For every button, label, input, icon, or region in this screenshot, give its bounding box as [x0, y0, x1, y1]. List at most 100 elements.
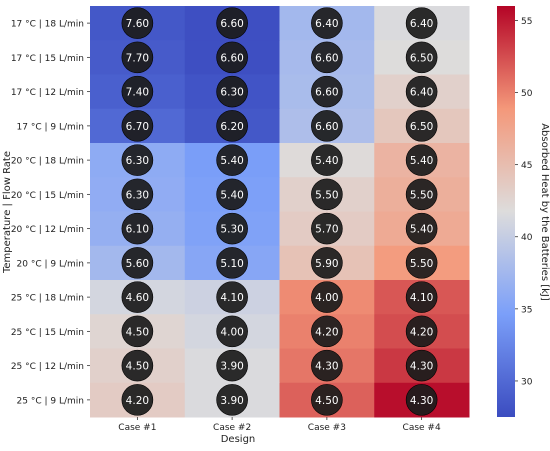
value-marker — [311, 281, 343, 313]
colorbar-tick-label: 45 — [521, 161, 532, 171]
value-marker — [311, 144, 343, 176]
y-tick-labels: 17 °C | 18 L/min 17 °C | 15 L/min 17 °C | … — [11, 20, 90, 406]
value-label: 5.40 — [410, 224, 433, 236]
value-label: 7.60 — [126, 18, 149, 30]
colorbar-tick-label: 40 — [521, 233, 533, 243]
value-marker — [121, 178, 154, 211]
value-label: 4.60 — [126, 292, 149, 304]
value-label: 5.50 — [315, 189, 338, 201]
value-marker — [121, 281, 154, 313]
value-marker — [121, 349, 154, 382]
value-label: 4.50 — [126, 326, 149, 338]
value-label: 5.40 — [220, 189, 243, 201]
value-label: 4.50 — [315, 395, 338, 407]
colorbar-tick-label: 55 — [521, 17, 532, 27]
value-markers: 7.60 6.60 6.40 6.40 7.70 6.60 6.60 6.50 7.40 6.30… — [121, 7, 438, 416]
value-marker — [216, 144, 248, 176]
value-marker — [311, 349, 343, 382]
value-marker — [216, 178, 248, 211]
value-marker — [311, 110, 343, 142]
colorbar-ticks: 30 35 40 45 50 55 — [515, 17, 533, 387]
value-marker — [311, 247, 343, 279]
value-marker — [405, 178, 438, 211]
value-label: 5.50 — [410, 258, 433, 270]
value-marker — [405, 144, 438, 176]
value-marker — [216, 41, 248, 74]
value-marker — [121, 384, 154, 416]
value-label: 5.30 — [220, 224, 243, 236]
y-tick-label: 17 °C | 9 L/min — [17, 122, 84, 132]
value-label: 4.10 — [220, 292, 243, 304]
y-tick-label: 25 °C | 9 L/min — [17, 396, 84, 406]
y-tick-label: 20 °C | 18 L/min — [11, 157, 84, 167]
x-tick-label: Case #2 — [213, 423, 251, 433]
value-marker — [216, 384, 248, 416]
value-marker — [311, 7, 343, 39]
x-tick-label: Case #3 — [308, 423, 346, 433]
x-axis-label: Design — [221, 434, 256, 445]
colorbar-tick-label: 50 — [521, 89, 533, 99]
value-label: 6.60 — [315, 87, 338, 99]
value-label: 6.30 — [220, 87, 243, 99]
y-tick-label: 17 °C | 15 L/min — [11, 54, 84, 64]
value-label: 6.20 — [220, 121, 243, 133]
y-tick-label: 25 °C | 15 L/min — [11, 328, 84, 338]
value-marker — [216, 315, 248, 348]
colorbar-tick-label: 30 — [521, 377, 533, 387]
value-label: 3.90 — [220, 395, 243, 407]
value-label: 4.20 — [126, 395, 149, 407]
value-label: 4.20 — [315, 326, 338, 338]
value-label: 3.90 — [220, 361, 243, 373]
value-marker — [311, 75, 343, 108]
value-marker — [121, 110, 154, 142]
y-tick-label: 17 °C | 12 L/min — [11, 88, 84, 98]
value-marker — [121, 212, 154, 245]
value-label: 6.50 — [410, 52, 433, 64]
y-tick-label: 25 °C | 12 L/min — [11, 362, 84, 372]
value-label: 4.30 — [410, 395, 433, 407]
value-label: 4.00 — [315, 292, 338, 304]
value-marker — [121, 247, 154, 279]
y-tick-label: 17 °C | 18 L/min — [11, 20, 84, 30]
value-marker — [311, 41, 343, 74]
value-marker — [405, 315, 438, 348]
value-label: 4.30 — [315, 361, 338, 373]
value-marker — [405, 110, 438, 142]
y-axis-label: Temperature | Flow Rate — [2, 151, 13, 274]
value-marker — [311, 212, 343, 245]
value-marker — [121, 41, 154, 74]
value-marker — [405, 7, 438, 39]
y-tick-label: 20 °C | 15 L/min — [11, 191, 84, 201]
value-label: 6.40 — [410, 18, 433, 30]
value-marker — [121, 75, 154, 108]
value-label: 6.30 — [126, 155, 149, 167]
value-label: 4.10 — [410, 292, 433, 304]
value-label: 6.60 — [315, 52, 338, 64]
value-marker — [405, 384, 438, 416]
value-label: 7.70 — [126, 52, 149, 64]
value-label: 5.70 — [315, 224, 338, 236]
value-marker — [405, 247, 438, 279]
value-label: 5.90 — [315, 258, 338, 270]
value-marker — [311, 315, 343, 348]
value-label: 5.60 — [126, 258, 149, 270]
value-marker — [405, 41, 438, 74]
value-label: 6.60 — [220, 18, 243, 30]
value-label: 5.40 — [315, 155, 338, 167]
value-marker — [121, 7, 154, 39]
value-label: 6.50 — [410, 121, 433, 133]
value-label: 6.40 — [410, 87, 433, 99]
value-marker — [216, 247, 248, 279]
value-label: 4.50 — [126, 361, 149, 373]
colorbar-tick-label: 35 — [521, 305, 532, 315]
value-label: 6.40 — [315, 18, 338, 30]
value-marker — [216, 7, 248, 39]
value-marker — [121, 315, 154, 348]
x-tick-labels: Case #1 Case #2 Case #3 Case #4 — [118, 417, 441, 433]
value-marker — [405, 212, 438, 245]
value-label: 5.50 — [410, 189, 433, 201]
colorbar — [497, 6, 515, 417]
y-tick-label: 20 °C | 9 L/min — [17, 259, 84, 269]
value-label: 5.40 — [220, 155, 243, 167]
value-label: 4.00 — [220, 326, 243, 338]
